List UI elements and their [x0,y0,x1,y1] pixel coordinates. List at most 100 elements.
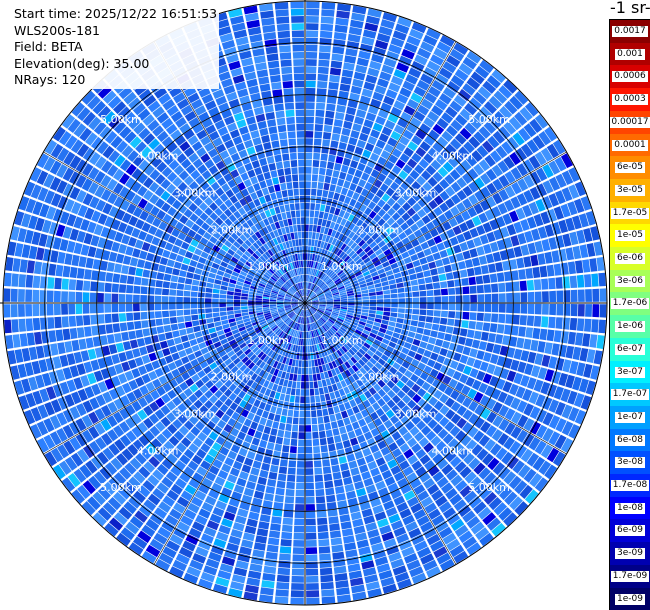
range-gate [279,546,292,554]
range-gate [440,149,452,161]
range-gate [486,182,498,195]
range-gate [488,497,503,511]
range-gate [536,183,548,197]
range-gate [281,524,293,533]
range-gate [302,346,305,353]
range-gate [479,395,490,407]
range-gate [154,287,162,295]
range-gate [509,259,518,270]
range-gate [343,255,351,263]
range-gate [305,167,312,174]
range-gate [435,259,444,268]
range-gate [523,174,535,188]
range-gate [520,375,530,387]
range-gate [445,326,454,334]
range-gate [439,190,450,201]
range-gate [476,370,486,381]
range-gate [338,142,347,150]
range-gate [305,468,314,475]
range-gate [411,383,421,393]
range-gate [277,124,287,133]
range-gate [274,494,284,503]
range-gate [361,36,375,46]
range-gate [378,26,393,36]
range-gate [475,321,484,331]
range-gate [474,404,485,416]
range-gate [473,163,485,176]
range-gate [377,379,386,388]
range-gate [593,350,603,365]
range-gate [509,383,519,396]
range-gate [478,434,491,447]
range-gate [510,397,521,410]
range-gate [465,439,478,452]
range-gate [395,454,406,464]
range-gate [324,290,331,295]
range-gate [407,98,419,110]
range-gate [328,282,335,288]
range-gate [320,445,328,453]
range-gate [327,320,334,326]
range-gate [511,411,522,425]
range-gate [391,212,401,221]
range-gate [556,290,564,302]
range-gate [293,532,305,540]
range-gate [524,230,534,243]
range-gate [458,62,473,76]
range-gate [570,304,578,317]
range-gate [305,296,307,303]
range-gate [585,380,596,395]
range-gate [504,185,516,198]
range-gate [318,233,324,241]
range-gate [293,525,305,533]
range-gate [369,299,377,303]
range-gate [517,232,527,245]
range-gate [53,290,61,302]
range-gate [377,518,389,528]
range-gate [398,539,412,551]
range-gate [385,371,394,380]
range-gate [445,186,456,197]
range-gate [516,400,528,413]
range-gate [502,260,511,271]
range-gate [496,239,506,251]
range-gate [526,377,537,390]
range-gate [275,436,284,445]
range-gate [162,281,170,289]
range-gate [329,530,342,539]
range-gate [377,398,386,407]
range-gate [306,289,309,296]
range-gate [441,130,454,143]
range-gate [377,423,387,433]
range-gate [370,185,379,195]
range-gate [396,390,406,399]
range-gate [361,312,369,317]
range-gate [319,327,325,334]
range-gate [408,67,422,79]
range-gate [317,416,324,424]
range-gate [377,208,386,218]
range-gate [446,80,461,93]
range-gate [483,121,497,134]
range-gate [347,298,355,301]
range-gate [392,202,401,212]
range-gate [315,247,320,255]
range-gate [340,305,348,308]
range-gate [365,522,378,532]
range-gate [391,448,402,458]
range-gate [322,234,327,242]
range-gate [375,335,384,342]
range-gate [439,416,450,428]
range-gate [347,260,355,267]
range-gate [359,95,371,105]
range-gate [359,393,367,402]
range-gate [432,217,442,227]
range-gate [358,321,366,326]
range-gate [294,504,305,511]
range-gate [320,326,326,333]
range-gate [310,203,316,210]
range-gate [344,267,351,274]
range-gate [329,184,336,192]
range-gate [310,323,314,331]
range-gate [435,99,448,111]
